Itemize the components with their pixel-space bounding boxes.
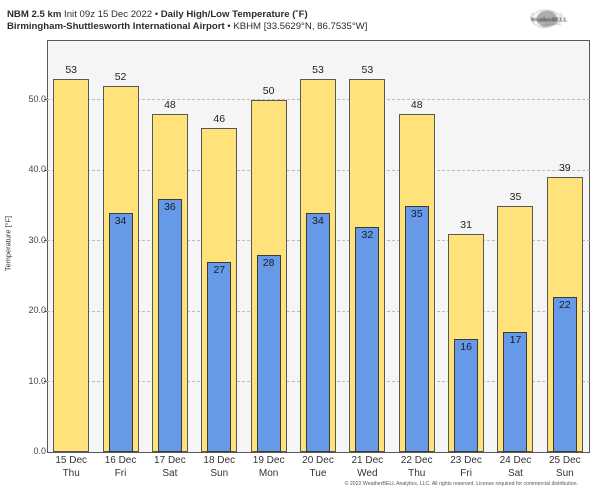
svg-text:ANALYTICS LLC: ANALYTICS LLC [545, 23, 562, 26]
svg-text:WeatherBELL: WeatherBELL [531, 18, 568, 24]
